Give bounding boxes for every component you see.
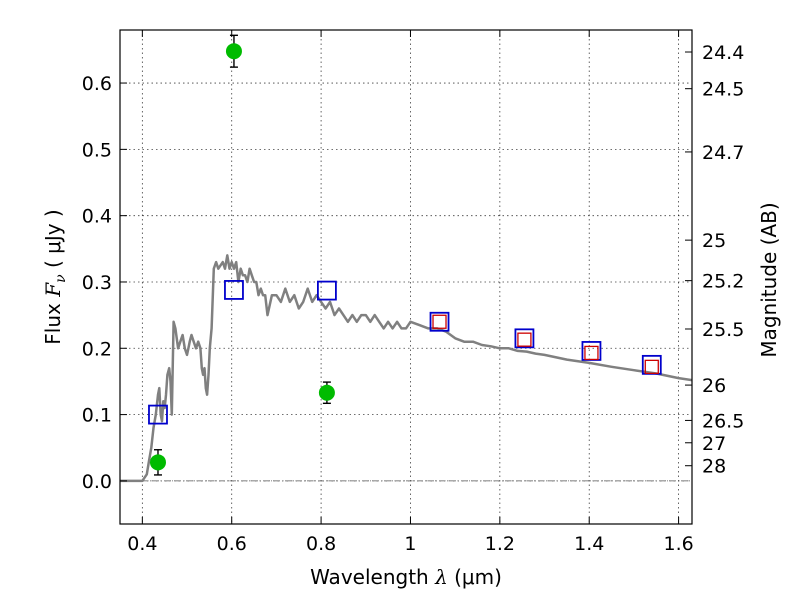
model-square-marker xyxy=(432,314,447,329)
y-tick-label: 0.3 xyxy=(82,272,112,294)
magnitude-tick-label: 28 xyxy=(702,456,726,478)
y-tick-label: 0.5 xyxy=(82,139,112,161)
magnitude-tick-label: 24.4 xyxy=(702,42,744,64)
magnitude-tick-label: 26 xyxy=(702,375,726,397)
x-tick-label: 0.8 xyxy=(306,533,336,555)
observed-flux-point xyxy=(225,43,242,60)
magnitude-tick-label: 25.5 xyxy=(702,319,744,341)
x-tick-label: 1.6 xyxy=(663,533,693,555)
photometry-square-marker xyxy=(514,328,535,349)
y-tick-label: 0.6 xyxy=(82,73,112,95)
magnitude-tick-label: 27 xyxy=(702,433,726,455)
photometry-square-marker xyxy=(317,280,337,301)
y-tick-label: 0.0 xyxy=(82,471,112,493)
photometry-square-marker xyxy=(148,404,168,425)
y-tick-label: 0.2 xyxy=(82,338,112,360)
magnitude-tick-label: 24.7 xyxy=(702,142,744,164)
y-axis-flux: 0.0 0.1 0.2 0.3 0.4 0.5 0.6 xyxy=(82,73,127,493)
photometry-square-marker xyxy=(224,280,244,300)
magnitude-tick-label: 25 xyxy=(702,230,726,252)
x-tick-label: 0.6 xyxy=(217,533,247,555)
model-square-marker xyxy=(517,332,532,347)
grid xyxy=(120,30,692,524)
model-square-marker xyxy=(644,359,659,374)
x-tick-label: 0.4 xyxy=(127,533,157,555)
photometry-square-marker xyxy=(429,311,450,332)
x-tick-label: 1.4 xyxy=(574,533,604,555)
magnitude-tick-label: 26.5 xyxy=(702,410,744,432)
model-square-marker xyxy=(584,345,599,361)
plot-frame xyxy=(119,29,693,525)
observed-flux-point xyxy=(149,454,166,471)
observed-flux-point xyxy=(318,384,335,401)
y2-axis-title: Magnitude (AB) xyxy=(757,202,781,357)
plot-area xyxy=(120,34,692,483)
x-axis: 0.4 0.6 0.8 1 1.2 1.4 1.6 xyxy=(127,30,694,555)
x-tick-label: 1 xyxy=(404,533,416,555)
y-axis-title: Flux Fν ( μJy ) xyxy=(41,209,69,344)
y-tick-label: 0.4 xyxy=(82,206,112,228)
magnitude-tick-label: 25.2 xyxy=(702,271,744,293)
x-axis-title: Wavelength λ (μm) xyxy=(310,565,502,589)
magnitude-tick-label: 24.5 xyxy=(702,79,744,101)
y-tick-label: 0.1 xyxy=(82,405,112,427)
x-tick-label: 1.2 xyxy=(485,533,515,555)
